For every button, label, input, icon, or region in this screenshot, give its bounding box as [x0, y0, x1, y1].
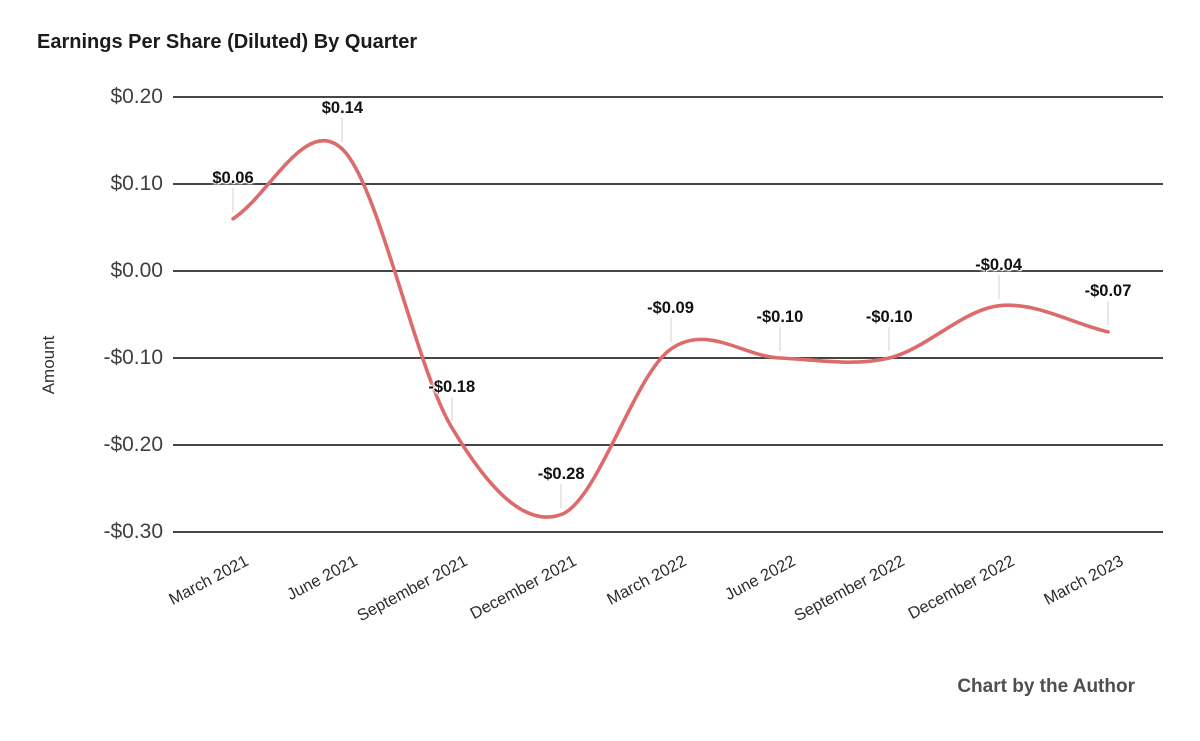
data-point-label: -$0.09 — [647, 299, 694, 318]
gridline — [173, 183, 1163, 185]
gridline — [173, 531, 1163, 533]
line-path — [231, 139, 1110, 519]
gridline — [173, 270, 1163, 272]
data-point-label: -$0.10 — [756, 308, 804, 326]
y-tick-label: $0.20 — [110, 85, 163, 108]
gridline — [173, 357, 1163, 359]
y-tick-label: -$0.30 — [103, 520, 163, 543]
data-point-label: -$0.04 — [975, 255, 1023, 274]
gridline — [173, 444, 1163, 446]
y-tick-label: $0.00 — [110, 259, 163, 282]
annotation-stem — [997, 274, 1000, 299]
annotation-stem — [341, 118, 344, 143]
data-point-label: -$0.07 — [1084, 281, 1132, 300]
annotation-stem — [888, 327, 891, 351]
data-point-label: -$0.18 — [428, 377, 476, 396]
data-point-label: -$0.10 — [865, 308, 913, 326]
chart-title: Earnings Per Share (Diluted) By Quarter — [37, 31, 418, 53]
y-tick-label: -$0.20 — [103, 433, 163, 456]
annotation-stem — [1107, 300, 1109, 325]
credit-text: Chart by the Author — [957, 676, 1135, 697]
annotation-stem — [560, 483, 563, 508]
gridline — [173, 96, 1163, 98]
data-point-label: $0.14 — [321, 99, 364, 118]
data-point-label: $0.06 — [212, 168, 254, 187]
y-tick-label: -$0.10 — [103, 346, 163, 369]
annotation-stem — [232, 187, 234, 212]
annotation-stem — [450, 396, 453, 421]
y-tick-label: $0.10 — [110, 172, 163, 195]
annotation-stem — [669, 318, 672, 343]
data-point-label: -$0.28 — [537, 464, 585, 483]
annotation-stem — [778, 327, 781, 351]
